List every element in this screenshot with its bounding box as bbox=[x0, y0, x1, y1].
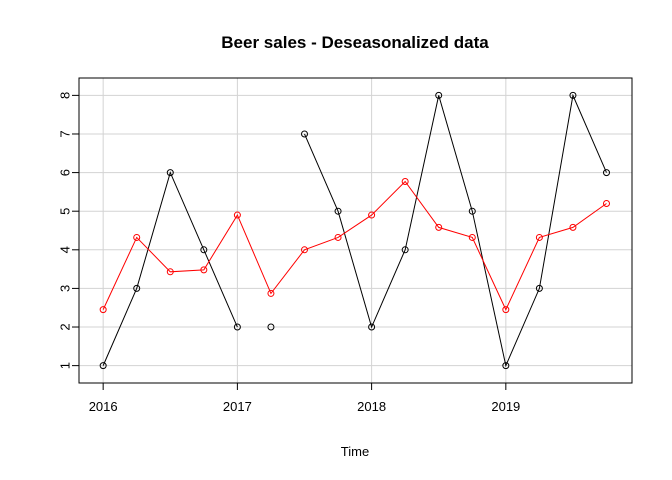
data-point bbox=[435, 91, 443, 99]
y-tick-label: 8 bbox=[58, 92, 73, 99]
data-point bbox=[300, 246, 308, 254]
data-point bbox=[602, 199, 610, 207]
data-point bbox=[99, 306, 107, 314]
series-2 bbox=[99, 177, 610, 314]
data-point bbox=[535, 233, 543, 241]
data-point bbox=[401, 177, 409, 185]
x-tick-label: 2019 bbox=[491, 399, 520, 414]
x-axis: 2016 2017 2018 2019 bbox=[89, 383, 520, 414]
series-line bbox=[304, 93, 607, 368]
data-point bbox=[166, 169, 174, 177]
data-point bbox=[468, 207, 476, 215]
data-point bbox=[233, 211, 241, 219]
data-point bbox=[502, 306, 510, 314]
data-point bbox=[569, 91, 577, 99]
y-axis: 1 2 3 4 5 6 7 8 bbox=[58, 92, 79, 369]
x-tick-label: 2018 bbox=[357, 399, 386, 414]
data-point bbox=[133, 284, 141, 292]
series-1 bbox=[99, 91, 610, 370]
data-point bbox=[401, 246, 409, 254]
x-tick-label: 2017 bbox=[223, 399, 252, 414]
y-tick-label: 5 bbox=[58, 208, 73, 215]
data-point bbox=[468, 233, 476, 241]
y-tick-label: 7 bbox=[58, 130, 73, 137]
data-point bbox=[535, 284, 543, 292]
plot-frame bbox=[78, 77, 633, 384]
series-line bbox=[102, 171, 238, 366]
data-point bbox=[200, 246, 208, 254]
data-point bbox=[334, 207, 342, 215]
data-point bbox=[368, 211, 376, 219]
y-tick-label: 3 bbox=[58, 285, 73, 292]
data-point bbox=[200, 266, 208, 274]
x-axis-label: Time bbox=[341, 444, 369, 459]
data-point bbox=[334, 233, 342, 241]
grid bbox=[79, 78, 632, 383]
y-tick-label: 6 bbox=[58, 169, 73, 176]
data-point bbox=[233, 323, 241, 331]
series-layer bbox=[99, 91, 610, 370]
series-line bbox=[102, 180, 607, 311]
data-point bbox=[300, 130, 308, 138]
y-tick-label: 1 bbox=[58, 362, 73, 369]
data-point bbox=[99, 362, 107, 370]
data-point bbox=[569, 223, 577, 231]
data-point bbox=[368, 323, 376, 331]
chart-title: Beer sales - Deseasonalized data bbox=[221, 33, 489, 52]
data-point bbox=[602, 169, 610, 177]
data-point bbox=[267, 289, 275, 297]
data-point bbox=[166, 268, 174, 276]
y-tick-label: 4 bbox=[58, 246, 73, 253]
y-tick-label: 2 bbox=[58, 323, 73, 330]
x-tick-label: 2016 bbox=[89, 399, 118, 414]
data-point bbox=[133, 233, 141, 241]
data-point bbox=[267, 323, 275, 331]
data-point bbox=[435, 223, 443, 231]
data-point bbox=[502, 362, 510, 370]
